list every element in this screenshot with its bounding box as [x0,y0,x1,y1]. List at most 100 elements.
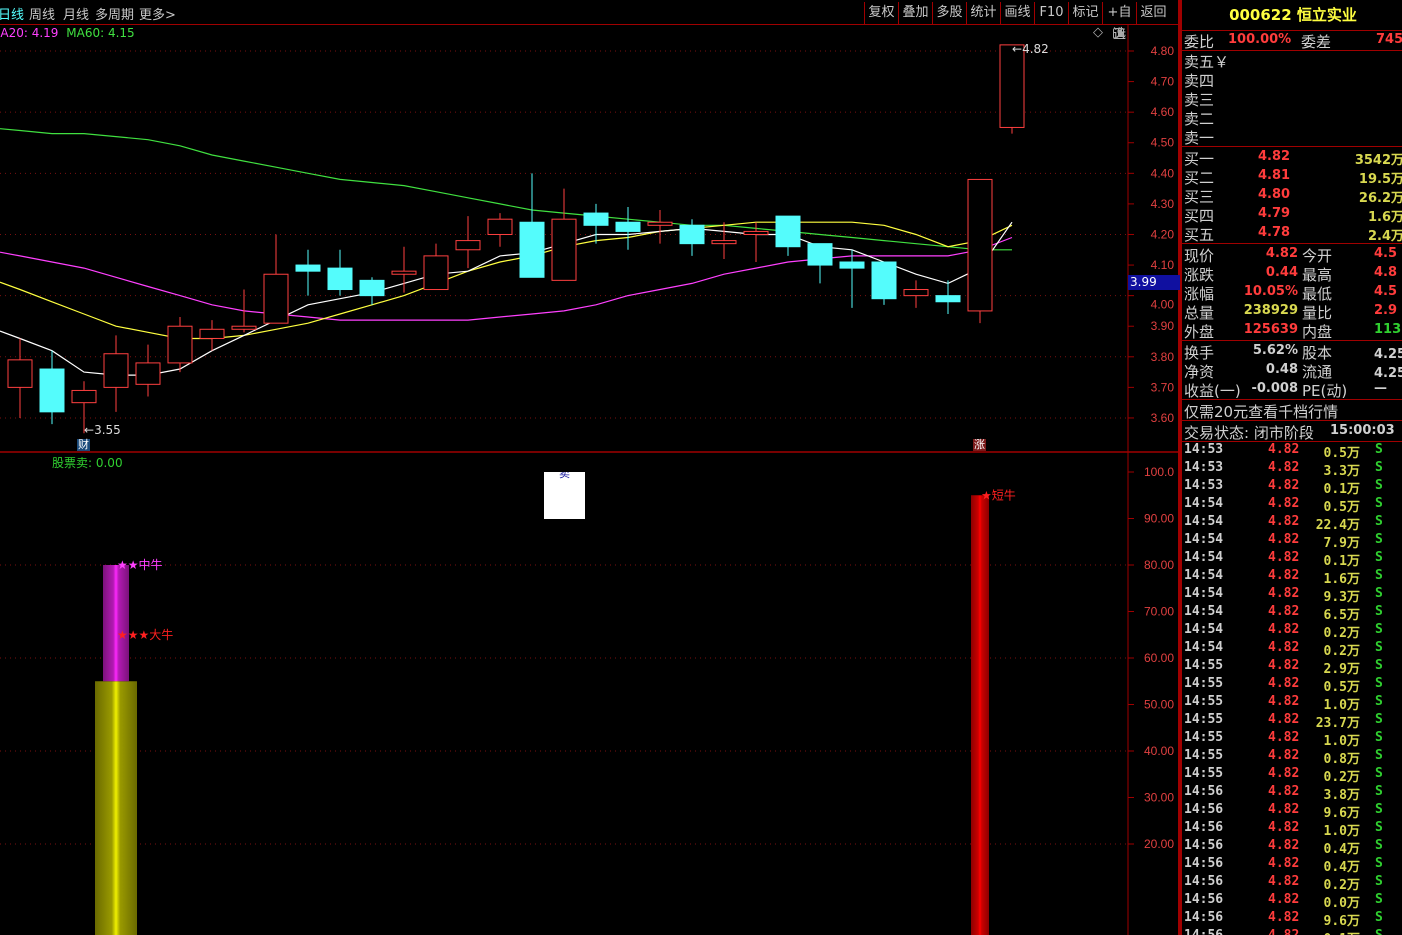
tick-price: 4.82 [1268,658,1300,673]
price-axis-label: 3.60 [1151,411,1175,425]
toolbar-button-5[interactable]: F10 [1034,2,1068,24]
tick-volume: 0.8万 [1323,752,1360,767]
toolbar-button-2[interactable]: 多股 [932,2,966,24]
sell-level-1: 卖一 [1184,127,1402,147]
tick-price: 4.82 [1268,928,1299,935]
buy-price: 4.80 [1258,187,1291,202]
toolbar-button-3[interactable]: 统计 [966,2,1000,24]
stat-value: 10.05% [1243,284,1298,299]
toolbar-button-1[interactable]: 叠加 [898,2,932,24]
period-tab-2[interactable]: 月线 [63,8,90,23]
tick-volume: 0.0万 [1323,896,1360,911]
panel-toggle-icon[interactable] [1113,28,1124,39]
ma20-line [0,236,1013,321]
price-axis-label: 4.60 [1151,105,1175,119]
candle-body [327,267,353,291]
tick-volume: 3.8万 [1323,788,1360,803]
price-axis-label: 4.80 [1151,44,1175,58]
candle-body [903,289,929,297]
low-value: 3.55 [94,423,121,437]
tick-time: 14:54 [1184,586,1224,601]
toolbar-button-6[interactable]: 标记 [1068,2,1102,24]
indicator-axis-label: 80.00 [1144,558,1174,572]
tick-volume: 0.5万 [1323,500,1360,515]
tick-volume: 0.5万 [1323,446,1360,461]
stat-label: 最低 [1302,285,1333,303]
tick-side: S [1375,442,1383,457]
toolbar-button-0[interactable]: 复权 [864,2,898,24]
candle-body [775,215,801,248]
tick-volume: 22.4万 [1315,518,1360,533]
tick-price: 4.82 [1268,622,1300,637]
tick-time: 14:56 [1184,874,1224,889]
tick-time: 14:56 [1184,820,1224,835]
indicator-axis-label: 50.00 [1144,698,1174,712]
tick-price: 4.82 [1268,856,1300,871]
stat-value: 4.8 [1374,265,1398,280]
stat-value: 2.9 [1374,303,1398,318]
current-price-tag: 3.99 [1128,275,1180,290]
candle-body [391,270,417,275]
price-axis-label: 4.00 [1151,298,1175,312]
stat-label: 最高 [1302,266,1333,284]
stat-row: 涨跌 0.44 最高 4.8 [1184,264,1402,284]
tick-row: 14:54 4.82 0.2万 S [1184,640,1402,659]
diamond-icon[interactable]: ◇ [1093,25,1103,40]
tick-price: 4.82 [1268,532,1300,547]
tick-volume: 1.6万 [1323,572,1360,587]
promo-link[interactable]: 仅需20元查看千档行情 [1184,403,1339,421]
indicator-axis-label: 60.00 [1144,651,1174,665]
tick-row: 14:54 4.82 22.4万 S [1184,514,1402,533]
candle-body [103,353,129,388]
sell-level-3: 卖三 [1184,89,1402,109]
weibi-label: 委比 [1184,33,1215,51]
tick-volume: 0.4万 [1323,842,1360,857]
finance-badge[interactable]: 财 [77,438,90,451]
tick-side: S [1375,928,1383,935]
toolbar-button-8[interactable]: 返回 [1136,2,1170,24]
tick-price: 4.82 [1268,460,1300,475]
toolbar-button-4[interactable]: 画线 [1000,2,1034,24]
weicha-value: 7451 [1376,32,1402,47]
tick-price: 4.82 [1268,640,1300,655]
candle-body [359,279,385,297]
tick-row: 14:56 4.82 9.6万 S [1184,910,1402,929]
limit-up-badge[interactable]: 涨 [973,438,986,451]
tick-price: 4.82 [1268,892,1300,907]
candle-body [807,243,833,266]
tick-side: S [1375,766,1383,781]
indicator-axis-label: 30.00 [1144,791,1174,805]
tick-volume: 6.5万 [1323,608,1360,623]
sell-label: 卖二 [1184,110,1215,128]
stat-value: 238929 [1243,303,1298,318]
tick-volume: 1.0万 [1323,734,1360,749]
candle-body [231,325,257,330]
buy-volume: 19.5万 [1358,172,1402,187]
indicator-axis-label: 90.00 [1144,512,1174,526]
sell-label: 卖三 [1184,91,1215,109]
buy-volume: 1.6万 [1367,210,1402,225]
candle-body [647,221,673,226]
indicator-axis-label: 20.00 [1144,837,1174,851]
chart-area[interactable]: 4.80 4.70 4.60 4.50 4.40 4.30 4.20 4.10 4.00 3.90… [0,0,1180,935]
indicator-bar [95,681,137,935]
sell-level-2: 卖二 [1184,108,1402,128]
tick-time: 14:55 [1184,712,1224,727]
candle-body [519,221,545,278]
tick-volume: 0.1万 [1323,554,1360,569]
tick-side: S [1375,604,1383,619]
stock-title: 000622 恒立实业 [1229,6,1357,24]
period-tab-1[interactable]: 周线 [29,8,56,23]
tick-row: 14:56 4.82 1.0万 S [1184,820,1402,839]
period-tab-4[interactable]: 更多> [139,8,176,23]
sell-indicator-label: 股票卖: 0.00 [52,456,123,470]
indicator-axis-label: 70.00 [1144,605,1174,619]
indicator-signal-label: ★★★大牛 [117,627,173,642]
tick-price: 4.82 [1268,514,1300,529]
period-tab-0[interactable]: 日线 [0,8,25,23]
tick-price: 4.82 [1268,568,1300,583]
period-tab-3[interactable]: 多周期 [95,8,135,23]
tick-side: S [1375,460,1383,475]
tick-volume: 1.0万 [1323,824,1360,839]
